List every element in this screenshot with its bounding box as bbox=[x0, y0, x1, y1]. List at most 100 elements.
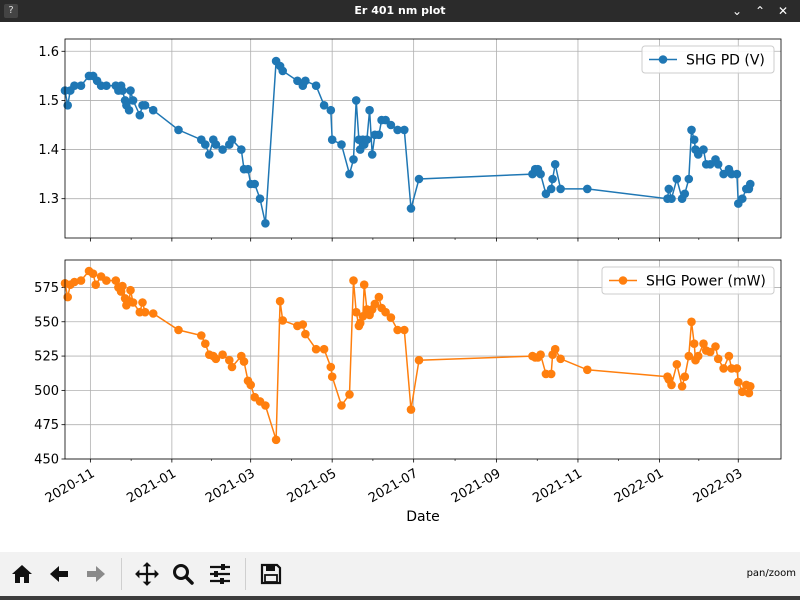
data-point bbox=[227, 362, 237, 372]
data-point bbox=[174, 125, 183, 135]
data-point bbox=[583, 184, 592, 194]
legend-box bbox=[601, 266, 775, 295]
data-point bbox=[689, 135, 699, 144]
configure-sliders-icon[interactable] bbox=[204, 558, 236, 590]
data-point bbox=[699, 339, 708, 349]
y-tick-label: 575 bbox=[34, 281, 59, 296]
data-point bbox=[362, 135, 372, 144]
data-point bbox=[118, 86, 127, 95]
data-point bbox=[738, 387, 747, 397]
data-point bbox=[225, 355, 234, 365]
back-arrow-icon[interactable] bbox=[43, 558, 75, 590]
data-point bbox=[351, 96, 361, 105]
data-point bbox=[118, 281, 127, 291]
data-point bbox=[63, 101, 72, 110]
x-tick-label: 2020-11 bbox=[43, 466, 98, 506]
window-bottom-border bbox=[0, 596, 800, 600]
data-point bbox=[667, 194, 676, 203]
data-point bbox=[243, 164, 253, 174]
minimize-icon[interactable]: ⌄ bbox=[731, 4, 743, 18]
data-point bbox=[140, 101, 150, 110]
data-point bbox=[744, 388, 754, 398]
data-point bbox=[684, 351, 694, 361]
data-point bbox=[349, 276, 358, 285]
data-point bbox=[311, 81, 321, 90]
pan-move-icon[interactable] bbox=[131, 558, 163, 590]
home-icon[interactable] bbox=[6, 558, 38, 590]
data-point bbox=[197, 331, 206, 340]
data-point bbox=[205, 150, 214, 159]
app-menu-icon[interactable]: ? bbox=[4, 4, 18, 18]
data-point bbox=[746, 179, 755, 189]
data-point bbox=[126, 86, 135, 95]
x-tick-label: 2021-07 bbox=[366, 466, 421, 506]
data-point bbox=[689, 339, 699, 349]
data-point bbox=[374, 130, 384, 140]
chart-canvas[interactable]: 1.3 1.4 1.5 1.6 SHG PD (V) 450 475 500 525 550 57… bbox=[0, 22, 800, 552]
data-point bbox=[664, 184, 674, 194]
data-point bbox=[337, 401, 346, 410]
x-tick-label: 2021-01 bbox=[124, 466, 179, 506]
y-tick-label: 475 bbox=[34, 418, 59, 433]
data-point bbox=[680, 372, 690, 382]
y-tick-label: 1.5 bbox=[38, 94, 59, 109]
x-tick-label: 2022-03 bbox=[691, 466, 746, 506]
data-point bbox=[239, 357, 249, 366]
data-point bbox=[91, 280, 100, 290]
data-point bbox=[345, 169, 354, 179]
data-point bbox=[546, 369, 556, 379]
data-point bbox=[311, 344, 321, 354]
data-point bbox=[359, 280, 369, 290]
legend-label: SHG Power (mW) bbox=[646, 274, 766, 290]
data-point bbox=[414, 174, 424, 184]
data-point bbox=[128, 298, 138, 307]
data-point bbox=[327, 372, 337, 382]
data-point bbox=[327, 135, 337, 144]
data-point bbox=[705, 347, 715, 357]
x-tick-label: 2021-05 bbox=[285, 466, 340, 506]
x-tick-label: 2021-11 bbox=[530, 466, 585, 506]
data-point bbox=[687, 125, 696, 135]
data-point bbox=[738, 194, 747, 203]
data-point bbox=[724, 351, 734, 361]
forward-arrow-icon[interactable] bbox=[80, 558, 112, 590]
data-point bbox=[746, 382, 755, 391]
close-icon[interactable]: ✕ bbox=[777, 4, 789, 18]
data-point bbox=[76, 81, 86, 90]
toolbar-separator bbox=[121, 558, 122, 590]
data-point bbox=[546, 184, 556, 194]
data-point bbox=[218, 350, 227, 360]
y-tick-label: 525 bbox=[34, 350, 59, 365]
data-point bbox=[672, 360, 682, 369]
legend-label: SHG PD (V) bbox=[686, 53, 765, 69]
data-point bbox=[148, 105, 158, 115]
y-tick-label: 450 bbox=[34, 453, 59, 468]
data-point bbox=[218, 145, 227, 154]
data-point bbox=[367, 150, 377, 159]
data-point bbox=[358, 312, 368, 321]
maximize-icon[interactable]: ⌃ bbox=[754, 4, 766, 18]
data-point bbox=[699, 145, 708, 154]
window-titlebar: ? Er 401 nm plot ⌄ ⌃ ✕ bbox=[0, 0, 800, 22]
data-point bbox=[237, 145, 246, 154]
data-point bbox=[680, 189, 690, 199]
data-point bbox=[732, 364, 742, 373]
data-point bbox=[246, 380, 255, 390]
data-point bbox=[349, 155, 358, 164]
data-point bbox=[201, 339, 210, 349]
data-point bbox=[386, 313, 396, 322]
data-point bbox=[400, 325, 409, 335]
data-point bbox=[76, 276, 86, 285]
data-point bbox=[70, 81, 79, 90]
data-point bbox=[732, 169, 742, 179]
data-point bbox=[406, 204, 416, 213]
data-point bbox=[355, 318, 365, 328]
data-point bbox=[351, 307, 361, 317]
save-floppy-icon[interactable] bbox=[255, 558, 287, 590]
data-point bbox=[211, 140, 221, 149]
legend-marker bbox=[658, 55, 668, 64]
data-point bbox=[381, 307, 390, 317]
data-point bbox=[393, 125, 402, 135]
zoom-magnifier-icon[interactable] bbox=[167, 558, 199, 590]
data-point bbox=[550, 160, 560, 169]
